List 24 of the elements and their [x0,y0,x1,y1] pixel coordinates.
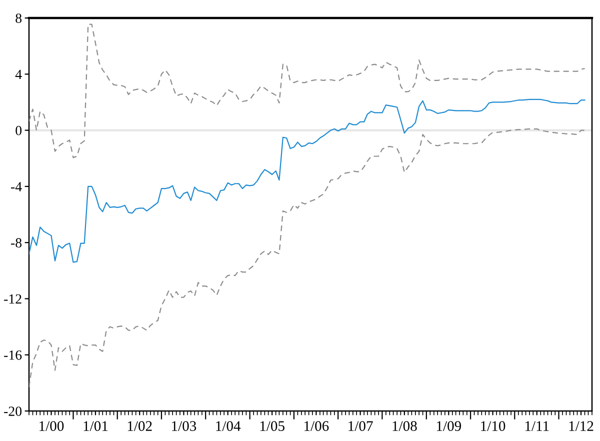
y-tick-label: -12 [4,294,22,304]
x-tick-label: 1/11 [525,421,549,431]
x-tick-label: 1/09 [436,421,462,431]
x-tick-label: 1/04 [216,421,241,431]
x-tick-label: 1/10 [481,421,506,431]
x-tick-label: 1/03 [172,421,196,431]
x-tick-label: 1/06 [304,421,329,431]
y-tick-label: -8 [11,238,22,248]
y-tick-label: 8 [16,14,22,23]
x-tick-label: 1/05 [260,421,284,431]
y-tick-label: -20 [4,406,22,416]
x-tick-label: 1/01 [84,421,108,431]
x-tick-label: 1/02 [128,421,152,431]
x-tick-label: 1/08 [392,421,417,431]
y-tick-label: 0 [16,126,22,136]
x-tick-label: 1/12 [569,421,594,431]
y-tick-label: 4 [15,70,22,79]
x-tick-label: 1/07 [348,421,373,431]
y-tick-label: -4 [11,182,22,192]
line-series [29,128,586,388]
line-series [29,24,586,158]
y-tick-label: -16 [4,350,22,360]
line-series [29,98,586,263]
x-tick-label: 1/00 [40,421,64,431]
